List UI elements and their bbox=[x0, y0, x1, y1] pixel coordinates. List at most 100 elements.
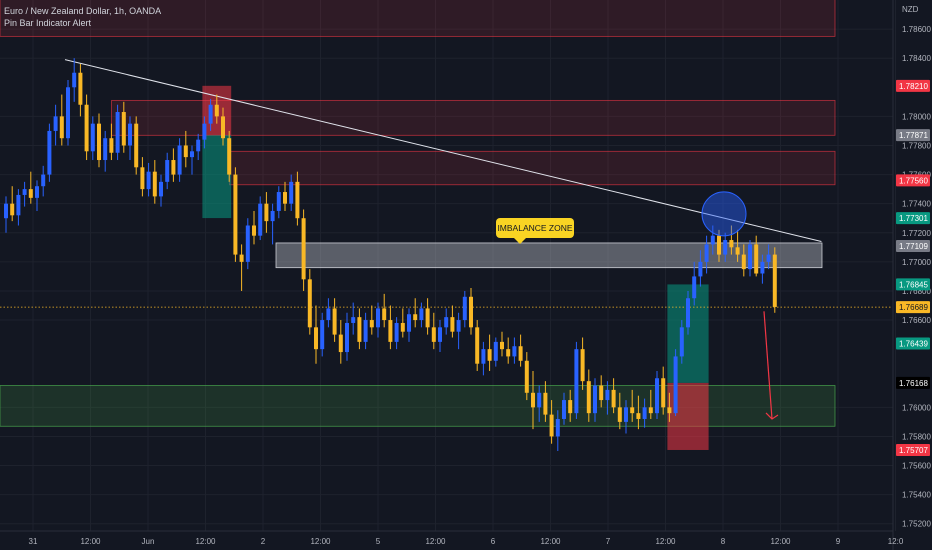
candle-body bbox=[574, 349, 579, 414]
candle-body bbox=[146, 171, 151, 190]
price-label-badge bbox=[896, 240, 930, 253]
candle-body bbox=[555, 418, 560, 437]
candle-body bbox=[159, 181, 163, 197]
candle-body bbox=[338, 334, 343, 353]
candle-body bbox=[518, 346, 523, 361]
candle-body bbox=[599, 385, 604, 401]
candle-body bbox=[258, 203, 263, 236]
candle-body bbox=[270, 210, 275, 222]
candle-body bbox=[320, 320, 325, 350]
candle-body bbox=[493, 341, 498, 361]
candle-body bbox=[487, 349, 492, 361]
y-tick-label: 1.75600 bbox=[902, 462, 931, 471]
symbol-title: Euro / New Zealand Dollar, 1h, OANDA bbox=[4, 6, 162, 16]
x-tick-label: 5 bbox=[376, 537, 381, 546]
candle-body bbox=[636, 413, 641, 419]
price-label: 1.75707 bbox=[899, 446, 928, 455]
currency-label: NZD bbox=[902, 5, 919, 14]
candle-body bbox=[760, 261, 765, 274]
price-label: 1.76439 bbox=[899, 339, 928, 348]
price-label: 1.77301 bbox=[899, 214, 928, 223]
candle-body bbox=[376, 308, 380, 328]
candle-body bbox=[289, 181, 294, 204]
candle-body bbox=[735, 247, 740, 255]
indicator-label[interactable]: Pin Bar Indicator Alert bbox=[4, 18, 92, 28]
y-tick-label: 1.77800 bbox=[902, 141, 931, 150]
candle-body bbox=[444, 317, 449, 328]
candle-body bbox=[227, 138, 232, 175]
candle-body bbox=[748, 244, 752, 270]
candle-body bbox=[531, 392, 535, 408]
candle-body bbox=[717, 235, 721, 255]
candle-body bbox=[252, 225, 256, 236]
candle-body bbox=[741, 254, 746, 270]
candle-body bbox=[363, 320, 368, 342]
imbalance-zone-callout[interactable]: IMBALANCE ZONE bbox=[496, 218, 574, 244]
candle-body bbox=[326, 308, 331, 321]
candle-body bbox=[214, 104, 219, 117]
imbalance-zone bbox=[275, 242, 823, 269]
x-tick-label: 12:00 bbox=[80, 537, 101, 546]
down-arrow-head bbox=[765, 412, 779, 420]
position-target-area bbox=[202, 135, 232, 219]
price-label-badge bbox=[896, 337, 930, 350]
candle-body bbox=[438, 327, 442, 342]
candle-body bbox=[388, 320, 393, 342]
candle-body bbox=[512, 346, 517, 357]
x-tick-label: Jun bbox=[142, 537, 155, 546]
candle-body bbox=[686, 298, 690, 328]
candle-body bbox=[617, 407, 622, 422]
price-label-badge bbox=[896, 301, 930, 314]
candle-body bbox=[630, 407, 635, 414]
candle-body bbox=[152, 171, 157, 197]
candle-body bbox=[283, 192, 287, 204]
candle-body bbox=[369, 320, 374, 328]
x-tick-label: 31 bbox=[29, 537, 38, 546]
candle-body bbox=[97, 123, 101, 161]
x-tick-label: 12:00 bbox=[770, 537, 791, 546]
candle-body bbox=[90, 123, 95, 152]
price-label-badge bbox=[896, 174, 930, 187]
y-tick-label: 1.77200 bbox=[902, 229, 931, 238]
price-label: 1.77109 bbox=[899, 242, 928, 251]
candle-body bbox=[183, 145, 188, 158]
candle-body bbox=[394, 322, 399, 342]
candle-body bbox=[171, 160, 176, 175]
candle-body bbox=[332, 308, 337, 335]
candle-body bbox=[41, 174, 46, 187]
candle-body bbox=[72, 72, 77, 88]
candle-body bbox=[177, 145, 182, 175]
y-tick-label: 1.77000 bbox=[902, 258, 931, 267]
candle-body bbox=[59, 116, 64, 139]
candle-body bbox=[208, 104, 213, 124]
price-label-badge bbox=[896, 443, 930, 456]
down-arrow-line bbox=[763, 311, 773, 420]
candle-body bbox=[642, 407, 647, 419]
candle-body bbox=[128, 123, 132, 146]
x-tick-label: 12:00 bbox=[655, 537, 676, 546]
candle-body bbox=[679, 327, 684, 357]
price-label-badge bbox=[896, 212, 930, 225]
candle-body bbox=[301, 218, 306, 280]
y-tick-label: 1.78400 bbox=[902, 54, 931, 63]
candle-body bbox=[698, 261, 703, 277]
candle-body bbox=[661, 378, 666, 408]
x-tick-label: 12:0 bbox=[888, 537, 904, 546]
price-label: 1.78210 bbox=[899, 82, 928, 91]
candle-body bbox=[233, 174, 238, 255]
candle-body bbox=[431, 327, 436, 342]
candle-body bbox=[16, 194, 21, 216]
candle-body bbox=[419, 308, 424, 321]
candle-body bbox=[754, 244, 759, 274]
highlight-circle bbox=[701, 191, 747, 237]
demand-zone bbox=[0, 385, 836, 427]
y-tick-label: 1.76600 bbox=[902, 316, 931, 325]
x-tick-label: 6 bbox=[491, 537, 496, 546]
candle-body bbox=[202, 123, 207, 140]
candle-body bbox=[103, 138, 108, 161]
y-tick-label: 1.77400 bbox=[902, 200, 931, 209]
candle-body bbox=[245, 225, 250, 262]
x-tick-label: 12:00 bbox=[540, 537, 561, 546]
